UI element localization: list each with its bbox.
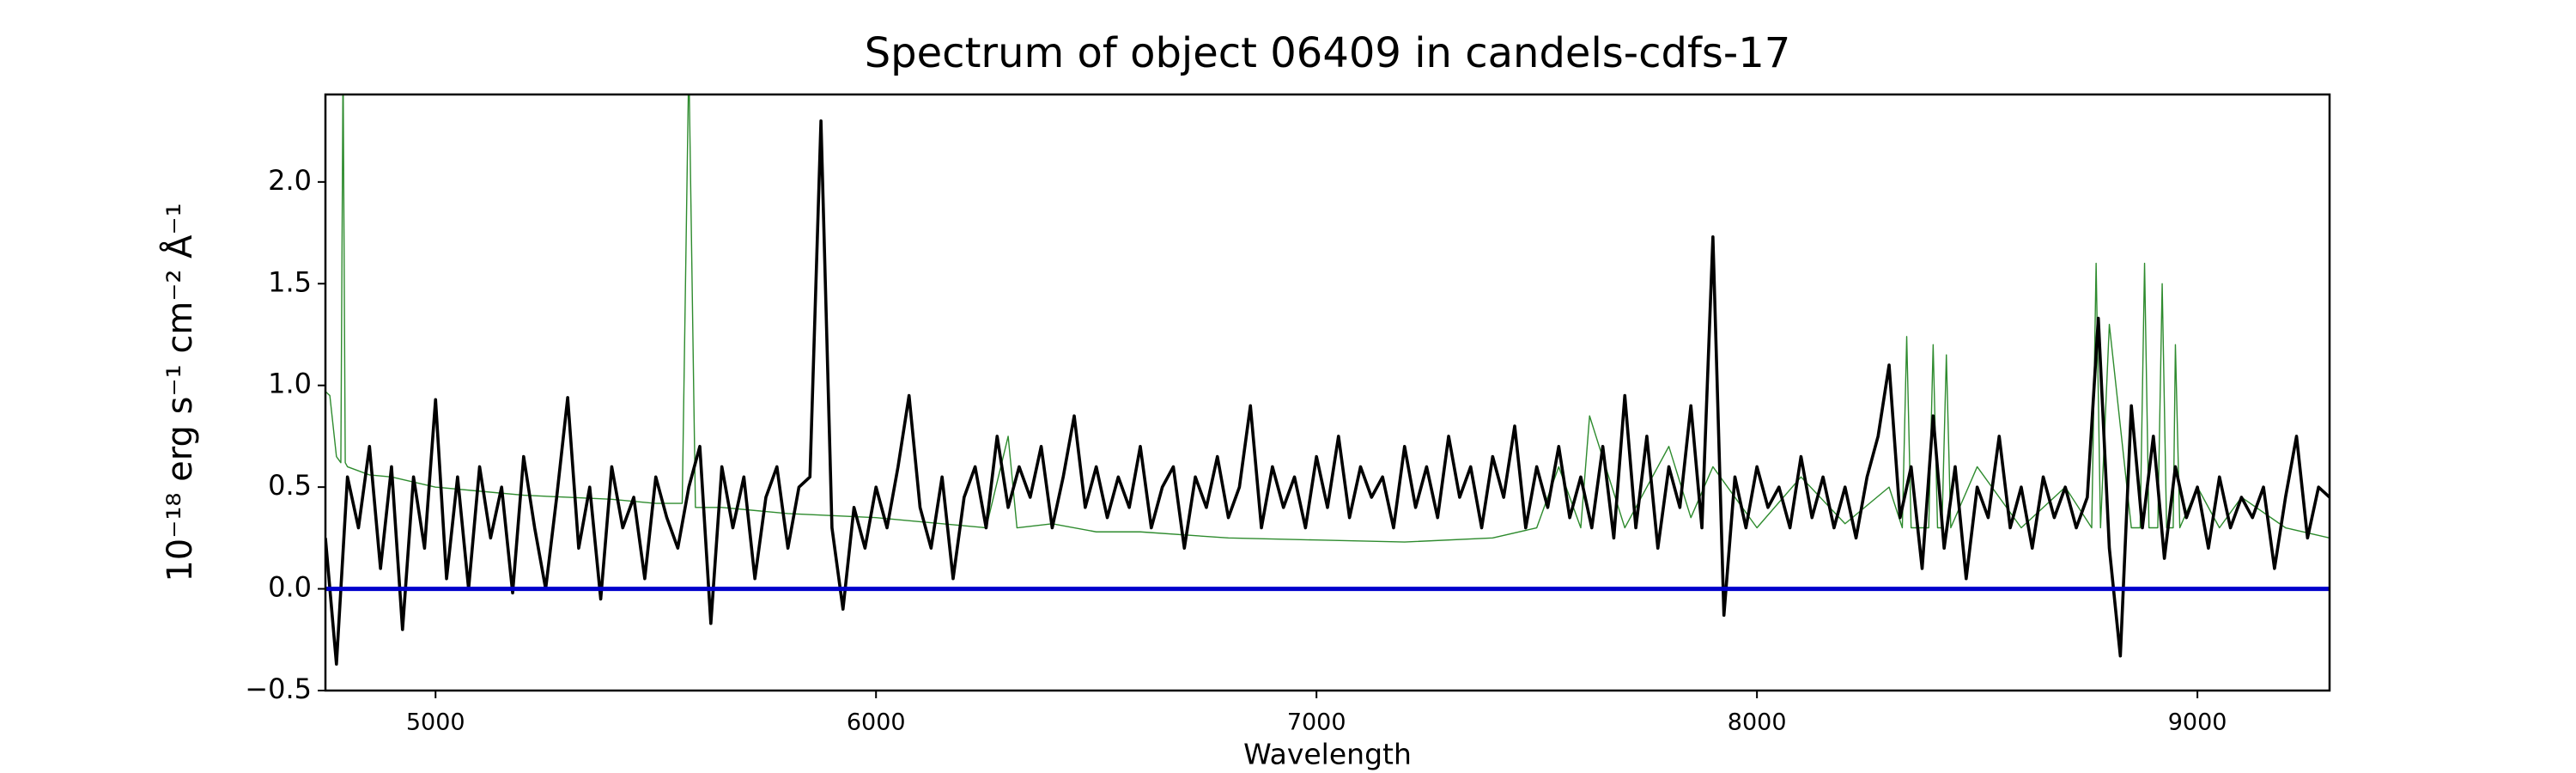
y-tick-label: 0.0 [268, 571, 312, 604]
x-tick-label: 8000 [1728, 709, 1787, 736]
chart-title: Spectrum of object 06409 in candels-cdfs… [865, 29, 1791, 77]
y-tick-label: 0.5 [268, 469, 312, 502]
axes-frame [324, 93, 2331, 692]
x-tick-label: 7000 [1287, 709, 1346, 736]
plot-area [325, 94, 2330, 666]
y-tick-label: 2.0 [268, 164, 312, 197]
x-tick-label: 9000 [2168, 709, 2227, 736]
x-tick-label: 6000 [847, 709, 906, 736]
spectrum-line [325, 119, 2330, 666]
y-tick-label: 1.0 [268, 368, 312, 400]
y-tick-label: −0.5 [245, 673, 312, 705]
x-tick-label: 5000 [406, 709, 465, 736]
y-tick-label: 1.5 [268, 265, 312, 298]
y-axis-label: 10⁻¹⁸ erg s⁻¹ cm⁻² Å⁻¹ [159, 203, 200, 581]
x-axis-label: Wavelength [1243, 738, 1412, 771]
